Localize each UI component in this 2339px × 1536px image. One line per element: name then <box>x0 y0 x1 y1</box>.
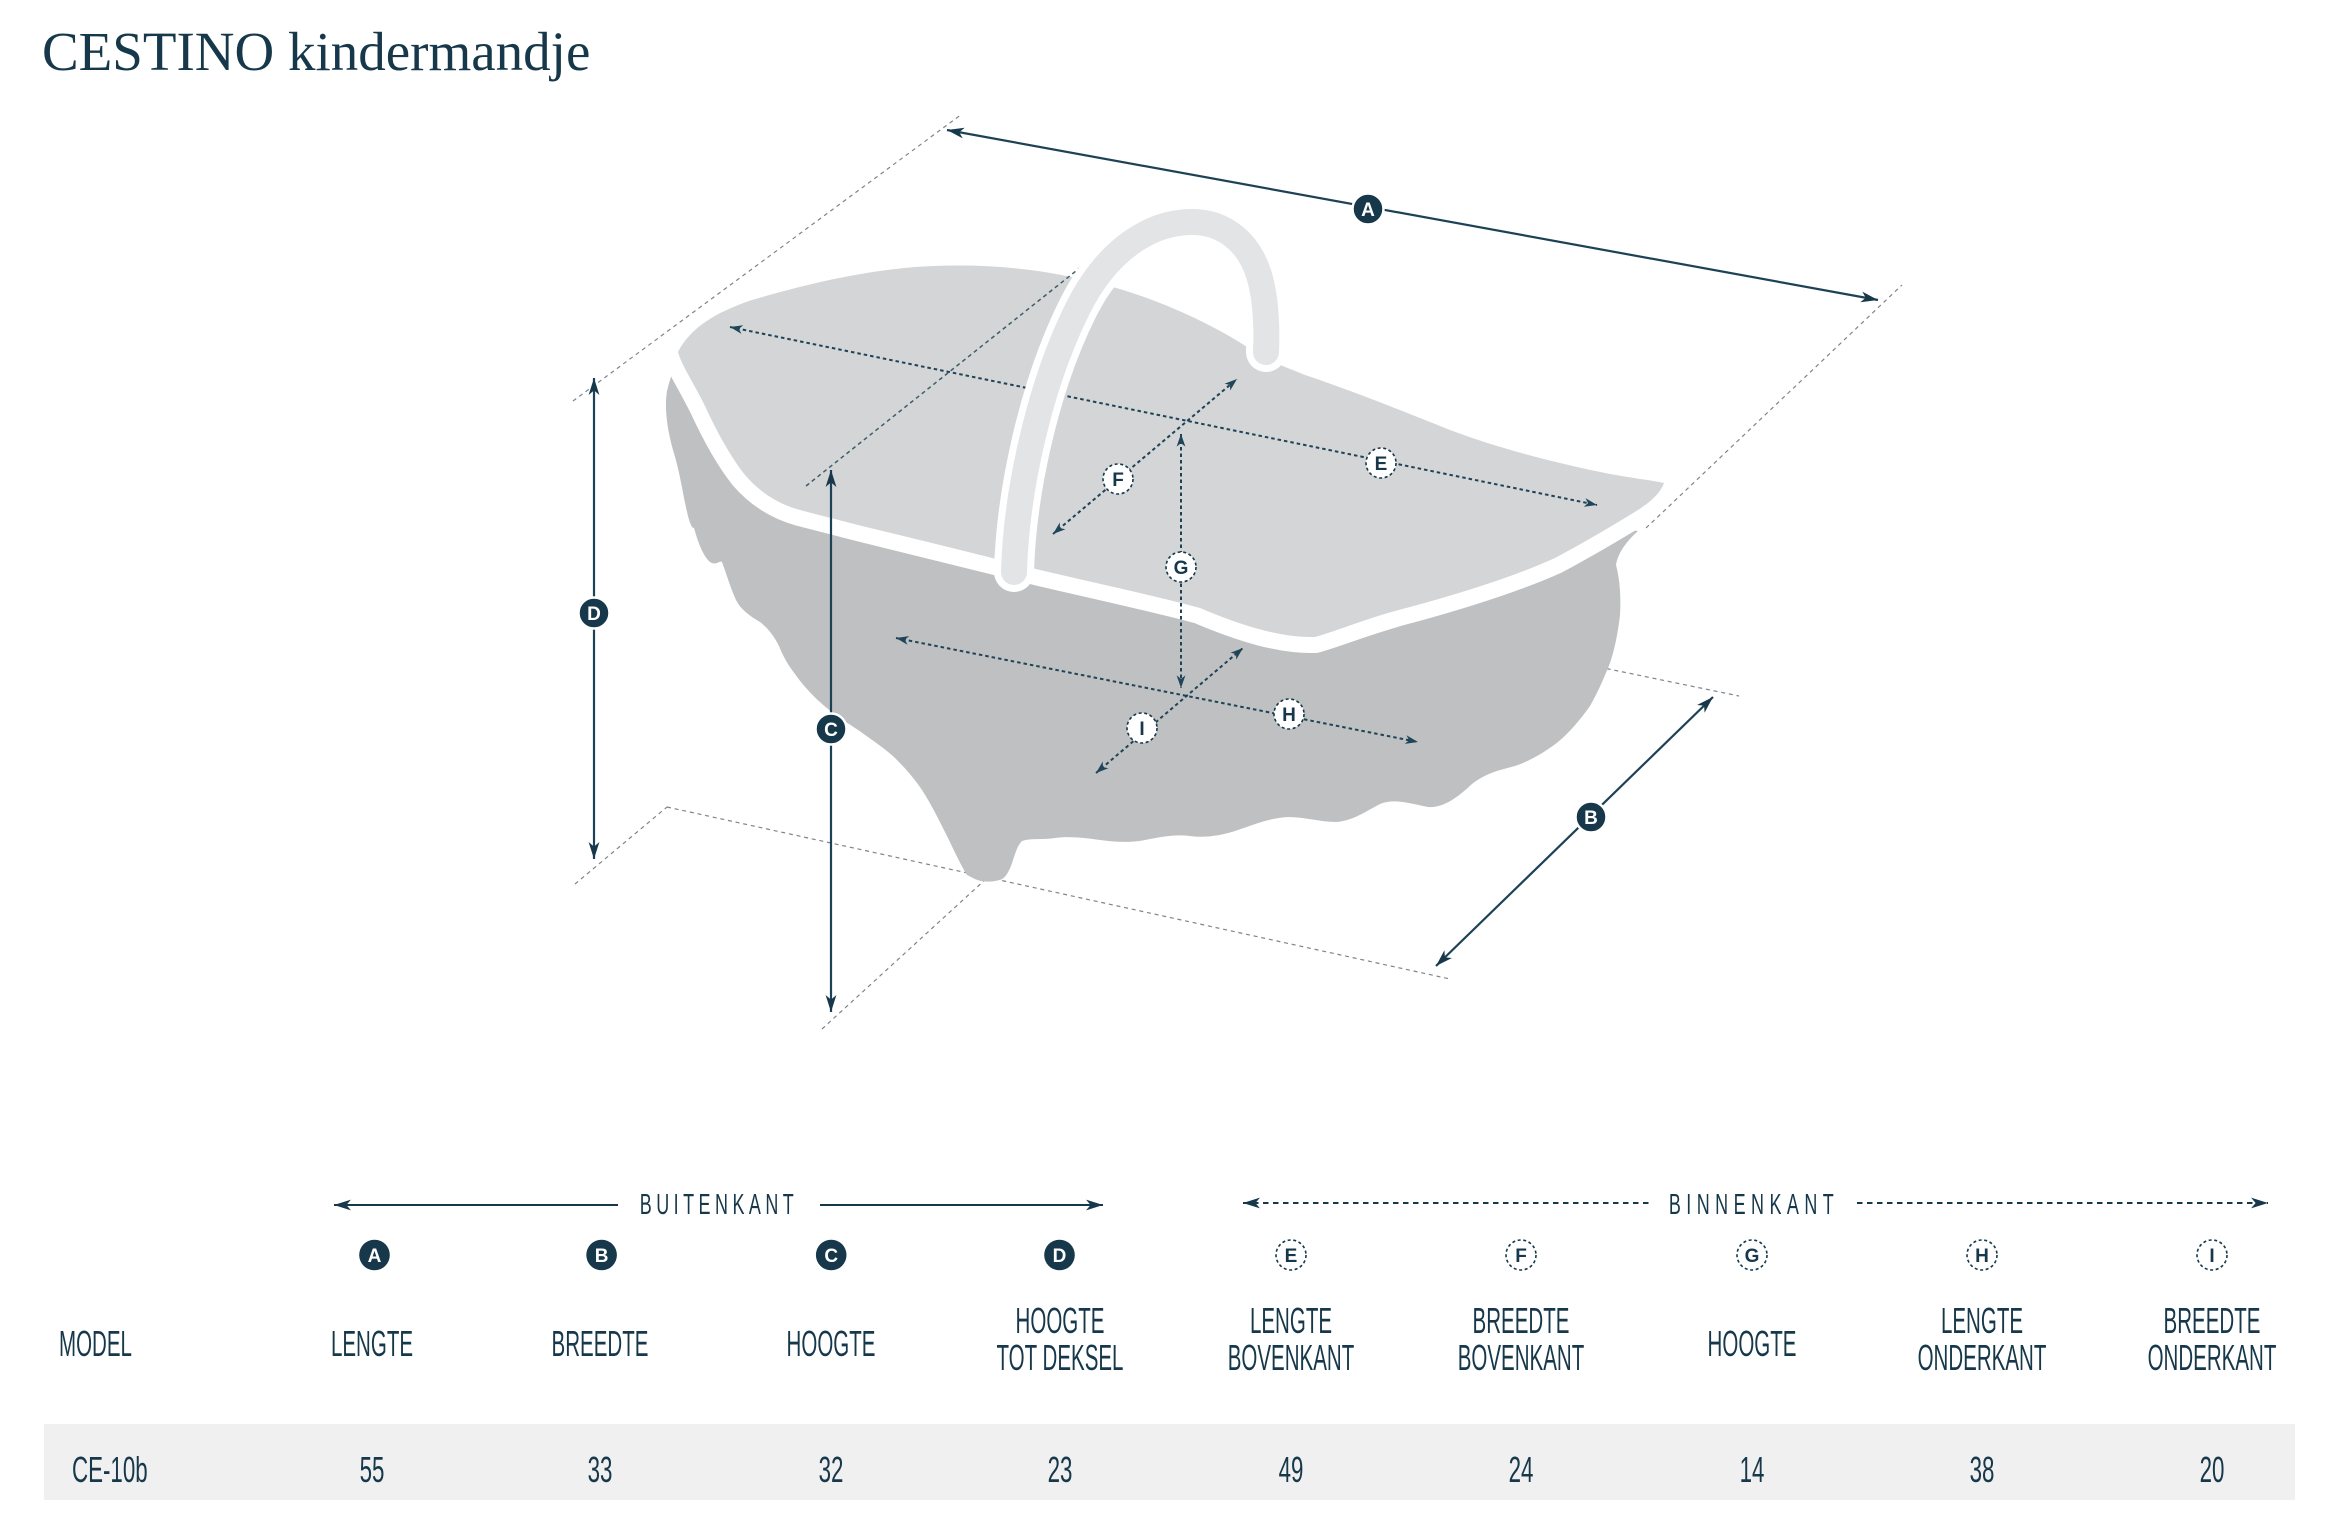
svg-text:G: G <box>1745 1246 1760 1267</box>
svg-text:BUITENKANT: BUITENKANT <box>640 1189 798 1221</box>
svg-text:BREEDTE: BREEDTE <box>552 1324 649 1365</box>
svg-text:CE-10b: CE-10b <box>72 1451 148 1491</box>
svg-text:ONDERKANT: ONDERKANT <box>2148 1338 2277 1379</box>
svg-text:A: A <box>1361 200 1375 221</box>
svg-text:BOVENKANT: BOVENKANT <box>1228 1338 1355 1379</box>
svg-text:LENGTE: LENGTE <box>1941 1301 2023 1342</box>
svg-text:20: 20 <box>2200 1451 2225 1491</box>
svg-text:BREEDTE: BREEDTE <box>1473 1301 1570 1342</box>
svg-text:A: A <box>368 1246 382 1267</box>
svg-text:38: 38 <box>1970 1451 1995 1491</box>
svg-text:F: F <box>1112 470 1124 491</box>
svg-text:C: C <box>824 720 838 741</box>
svg-text:33: 33 <box>588 1451 613 1491</box>
svg-text:G: G <box>1174 558 1189 579</box>
svg-text:D: D <box>587 604 601 625</box>
svg-text:MODEL: MODEL <box>59 1324 132 1365</box>
svg-text:49: 49 <box>1279 1451 1304 1491</box>
svg-text:TOT DEKSEL: TOT DEKSEL <box>997 1338 1124 1379</box>
svg-text:ONDERKANT: ONDERKANT <box>1918 1338 2047 1379</box>
svg-text:BINNENKANT: BINNENKANT <box>1669 1189 1839 1221</box>
svg-text:55: 55 <box>360 1451 385 1491</box>
svg-text:I: I <box>1139 719 1144 740</box>
svg-text:24: 24 <box>1509 1451 1534 1491</box>
svg-text:B: B <box>1584 808 1598 829</box>
svg-text:B: B <box>595 1246 609 1267</box>
svg-text:LENGTE: LENGTE <box>1250 1301 1332 1342</box>
svg-text:HOOGTE: HOOGTE <box>787 1324 876 1365</box>
svg-text:14: 14 <box>1740 1451 1765 1491</box>
svg-text:E: E <box>1285 1246 1298 1267</box>
svg-text:BOVENKANT: BOVENKANT <box>1458 1338 1585 1379</box>
svg-text:CESTINO kindermandje: CESTINO kindermandje <box>42 21 590 82</box>
svg-text:E: E <box>1375 454 1388 475</box>
svg-text:23: 23 <box>1048 1451 1073 1491</box>
svg-text:32: 32 <box>819 1451 844 1491</box>
svg-text:I: I <box>2209 1246 2214 1267</box>
svg-text:HOOGTE: HOOGTE <box>1016 1301 1105 1342</box>
svg-text:BREEDTE: BREEDTE <box>2164 1301 2261 1342</box>
svg-text:HOOGTE: HOOGTE <box>1708 1324 1797 1365</box>
svg-text:F: F <box>1515 1246 1527 1267</box>
svg-text:LENGTE: LENGTE <box>331 1324 413 1365</box>
svg-text:H: H <box>1975 1246 1989 1267</box>
svg-text:H: H <box>1282 705 1296 726</box>
svg-text:C: C <box>824 1246 838 1267</box>
svg-text:D: D <box>1053 1246 1067 1267</box>
